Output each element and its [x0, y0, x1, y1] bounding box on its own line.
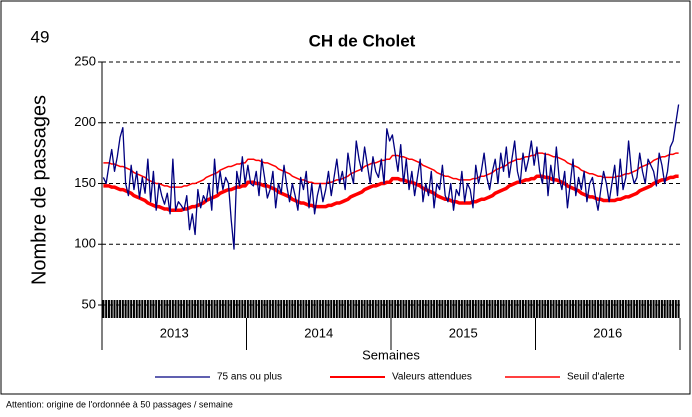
chart-frame — [0, 0, 691, 395]
series-line — [102, 104, 680, 250]
y-tick-label: 150 — [74, 175, 96, 190]
x-axis-label: Semaines — [362, 347, 420, 362]
legend-label: Seuil d'alerte — [567, 372, 625, 383]
legend-label: Valeurs attendues — [392, 372, 472, 383]
x-group-label: 2014 — [304, 325, 333, 340]
x-group-label: 2013 — [160, 325, 189, 340]
x-group-label: 2016 — [593, 325, 622, 340]
y-tick-label: 200 — [74, 114, 96, 129]
y-tick-label: 50 — [82, 296, 96, 311]
y-tick-label: 250 — [74, 53, 96, 68]
y-axis-label: Nombre de passages — [28, 95, 50, 285]
page-number: 49 — [31, 27, 50, 46]
legend-label: 75 ans ou plus — [217, 372, 282, 383]
series-line — [103, 152, 679, 188]
x-group-label: 2015 — [449, 325, 478, 340]
chart-title: CH de Cholet — [309, 31, 416, 50]
series-line — [103, 174, 679, 212]
note: Attention: origine de l'ordonnée à 50 pa… — [6, 399, 233, 409]
y-tick-label: 100 — [74, 236, 96, 251]
